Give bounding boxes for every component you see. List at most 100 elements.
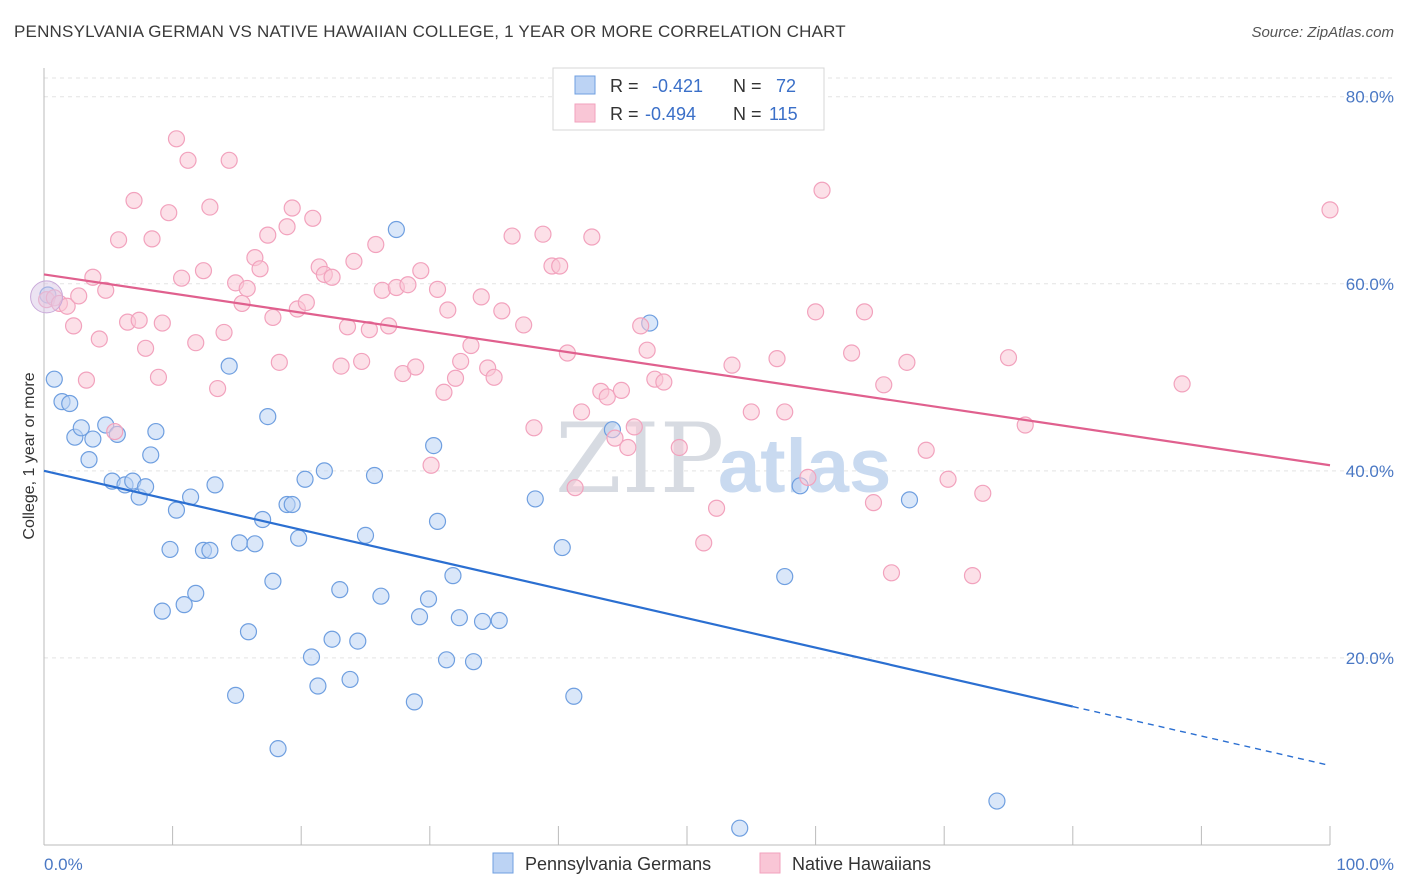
pennsylvania-germans-point-39 <box>302 648 321 666</box>
pennsylvania-germans-point-41 <box>315 462 333 480</box>
pennsylvania-germans-point-33 <box>264 572 282 590</box>
native-hawaiians-point-104 <box>898 353 916 371</box>
y-axis-label: College, 1 year or more <box>21 372 38 539</box>
pennsylvania-germans-point-22 <box>187 584 205 602</box>
pennsylvania-germans-point-19 <box>167 501 186 519</box>
native-hawaiians-point-88 <box>655 373 673 391</box>
native-hawaiians-point-22 <box>179 151 197 169</box>
native-hawaiians-point-50 <box>367 235 385 254</box>
stats-legend-swatch-pink <box>574 103 596 123</box>
native-hawaiians-point-28 <box>220 151 238 169</box>
pennsylvania-germans-point-70 <box>988 792 1006 810</box>
native-hawaiians-point-83 <box>619 438 637 457</box>
pennsylvania-germans-point-51 <box>410 608 429 626</box>
pennsylvania-germans-point-60 <box>490 611 508 630</box>
pennsylvania-germans-point-16 <box>147 422 165 441</box>
native-hawaiians-point-103 <box>882 564 901 582</box>
pennsylvania-germans-point-29 <box>239 623 258 641</box>
native-hawaiians-point-40 <box>297 293 315 312</box>
native-hawaiians-point-97 <box>806 303 825 321</box>
native-hawaiians-point-20 <box>167 130 186 148</box>
x-tick-label-left: 0.0% <box>44 855 83 874</box>
native-hawaiians-point-19 <box>160 204 178 222</box>
pennsylvania-germans-point-44 <box>341 670 359 689</box>
pennsylvania-germans-point-45 <box>349 632 367 650</box>
pennsylvania-germans-point-28 <box>230 534 249 552</box>
native-hawaiians-point-37 <box>278 218 296 236</box>
native-hawaiians-point-81 <box>606 429 624 447</box>
pennsylvania-germans-point-56 <box>444 567 462 585</box>
native-hawaiians-point-102 <box>875 376 893 394</box>
native-hawaiians-point-93 <box>742 403 760 421</box>
native-hawaiians-point-112 <box>1321 201 1339 219</box>
native-hawaiians-point-72 <box>534 225 552 243</box>
pennsylvania-germans-point-34 <box>269 740 287 758</box>
native-hawaiians-point-21 <box>173 269 191 287</box>
native-hawaiians-point-57 <box>412 262 430 280</box>
pennsylvania-germans-point-55 <box>437 651 456 669</box>
stats-n-value-blue: 72 <box>776 76 796 96</box>
trend-line-native-hawaiians <box>43 273 1331 467</box>
native-hawaiians-point-59 <box>428 280 447 298</box>
native-hawaiians-point-90 <box>695 534 713 552</box>
native-hawaiians-point-34 <box>259 226 277 244</box>
native-hawaiians-point-33 <box>251 260 269 278</box>
native-hawaiians-point-65 <box>472 288 490 306</box>
native-hawaiians-point-10 <box>106 422 124 441</box>
native-hawaiians-point-63 <box>452 352 470 371</box>
stats-n-label-blue: N = <box>733 76 762 96</box>
native-hawaiians-point-95 <box>776 403 794 421</box>
native-hawaiians-point-70 <box>515 316 533 334</box>
native-hawaiians-point-91 <box>707 499 726 517</box>
native-hawaiians-point-56 <box>407 358 425 376</box>
native-hawaiians-point-8 <box>90 330 108 348</box>
native-hawaiians-point-48 <box>353 352 371 371</box>
native-hawaiians-point-78 <box>583 228 601 246</box>
native-hawaiians-point-98 <box>813 181 831 199</box>
native-hawaiians-point-27 <box>215 323 233 342</box>
x-tick-label-right: 100.0% <box>1336 855 1394 874</box>
native-hawaiians-point-13 <box>125 191 143 210</box>
native-hawaiians-point-51 <box>373 281 391 299</box>
stats-r-label-pink: R = <box>610 104 639 124</box>
pennsylvania-germans-point-59 <box>473 612 492 631</box>
pennsylvania-germans-point-66 <box>731 819 749 837</box>
native-hawaiians-point-61 <box>439 301 457 319</box>
native-hawaiians-point-31 <box>238 279 256 298</box>
stats-n-value-pink: 115 <box>769 104 798 124</box>
pennsylvania-germans-point-47 <box>365 466 384 485</box>
native-hawaiians-point-14 <box>130 311 148 329</box>
native-hawaiians-point-11 <box>109 231 128 249</box>
native-hawaiians-point-71 <box>525 419 543 437</box>
pennsylvania-germans-point-63 <box>565 687 583 705</box>
x-ticks <box>43 826 1331 845</box>
y-tick-label-80: 80.0% <box>1346 88 1394 107</box>
stats-r-value-blue: -0.421 <box>652 76 703 96</box>
native-hawaiians-point-85 <box>632 317 650 335</box>
native-hawaiians-point-77 <box>572 403 591 421</box>
native-hawaiians-point-16 <box>143 230 161 248</box>
native-hawaiians-point-84 <box>625 418 643 436</box>
pennsylvania-germans-point-36 <box>283 495 301 514</box>
native-hawaiians-point-6 <box>77 371 96 389</box>
y-tick-labels: 20.0% 40.0% 60.0% 80.0% <box>1346 88 1394 668</box>
native-hawaiians-point-38 <box>283 199 301 217</box>
native-hawaiians-point-62 <box>446 369 465 387</box>
native-hawaiians-point-109 <box>999 349 1018 367</box>
native-hawaiians-point-82 <box>612 381 631 400</box>
pennsylvania-germans-point-54 <box>428 512 447 530</box>
native-hawaiians-point-94 <box>768 350 786 368</box>
pennsylvania-germans-point-69 <box>900 491 919 509</box>
pennsylvania-germans-point-53 <box>425 436 443 455</box>
pennsylvania-germans-point-5 <box>72 419 90 437</box>
native-hawaiians-point-68 <box>493 302 511 320</box>
series-legend: Pennsylvania Germans Native Hawaiians <box>492 852 931 874</box>
chart-title: PENNSYLVANIA GERMAN VS NATIVE HAWAIIAN C… <box>14 22 846 41</box>
native-hawaiians-point-55 <box>399 276 417 294</box>
pennsylvania-germans-point-6 <box>80 451 98 469</box>
native-hawaiians-point-36 <box>270 353 288 371</box>
stats-r-value-pink: -0.494 <box>645 104 696 124</box>
native-hawaiians-point-17 <box>149 368 168 386</box>
pennsylvania-germans-point-48 <box>372 587 390 605</box>
native-hawaiians-point-99 <box>843 344 861 362</box>
